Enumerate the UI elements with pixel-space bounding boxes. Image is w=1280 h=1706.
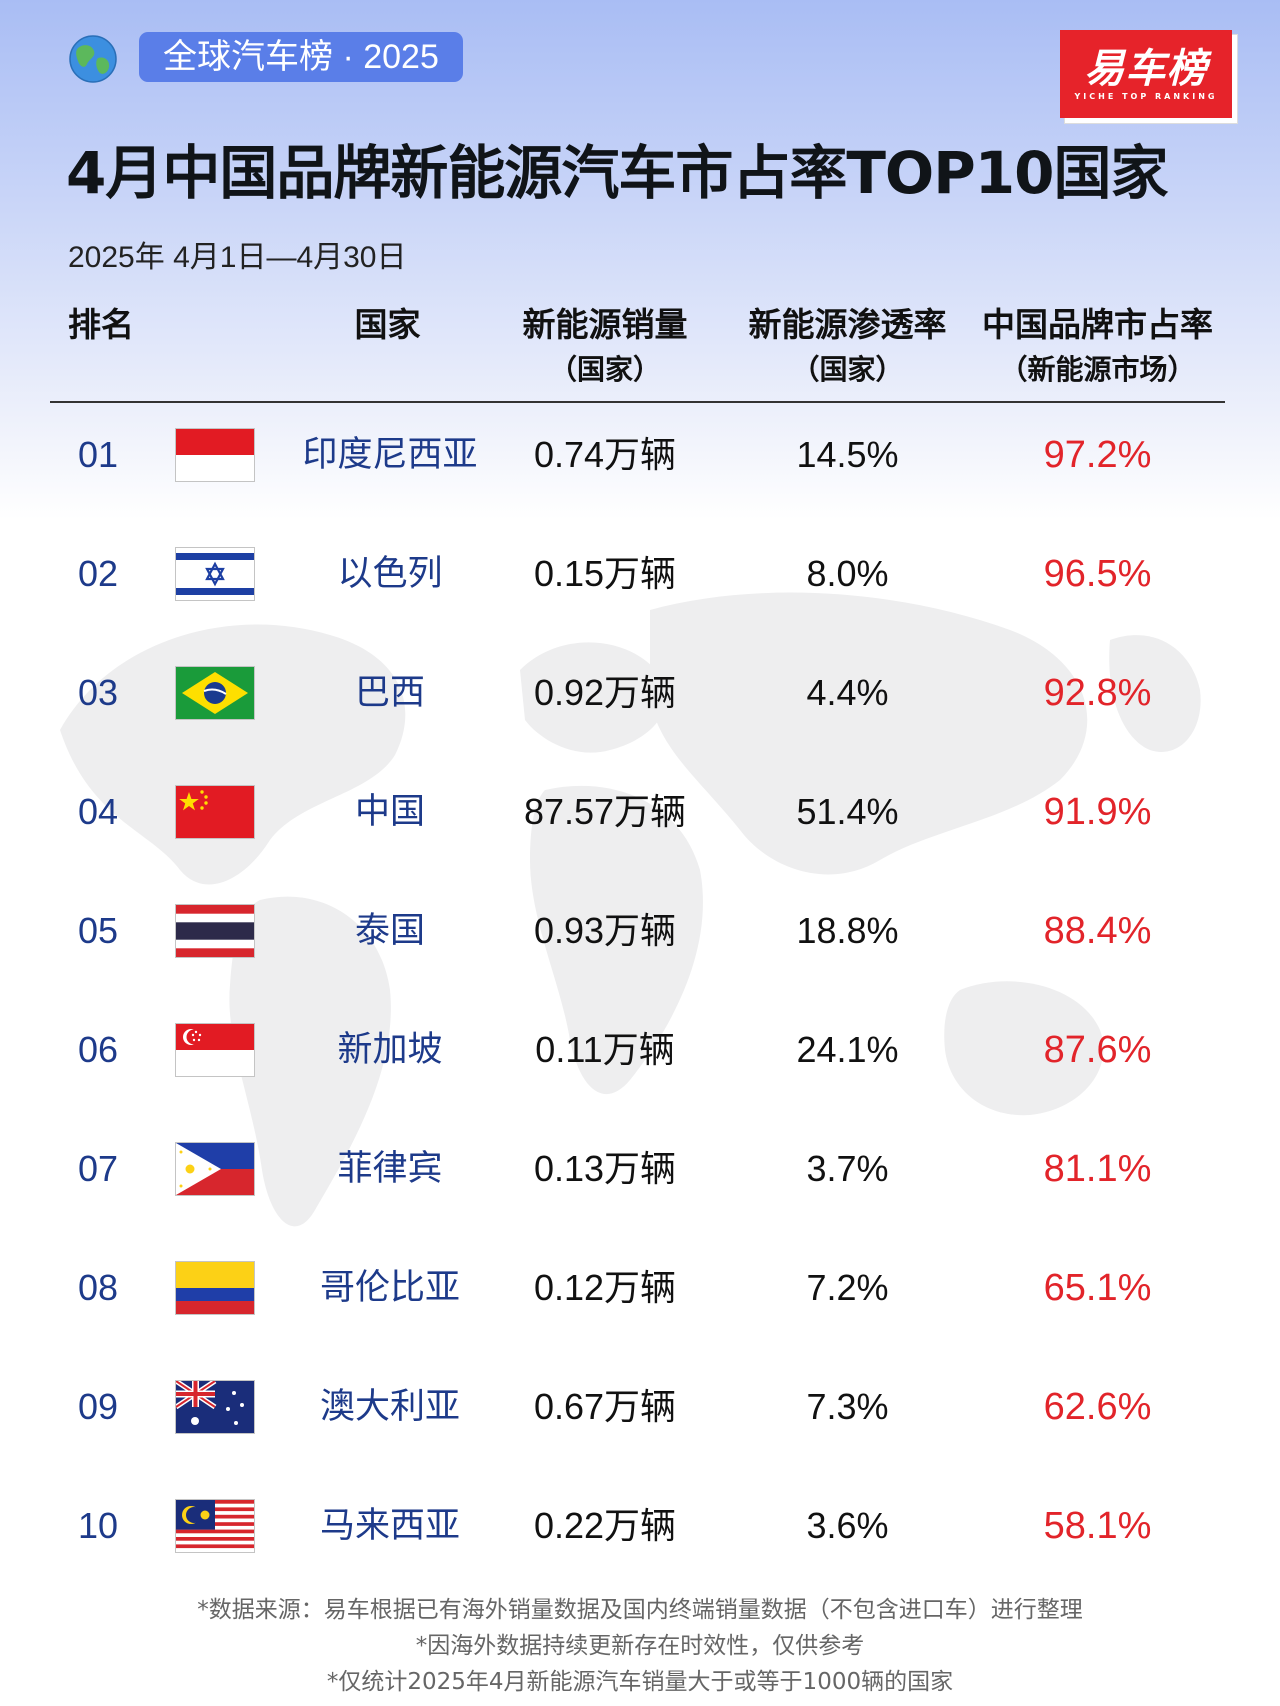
rank-cell: 03 <box>78 672 119 713</box>
sales-cell: 0.92万辆 <box>533 672 677 713</box>
share-cell: 88.4% <box>1043 910 1152 952</box>
footnote-source: *数据来源：易车根据已有海外销量数据及国内终端销量数据（不包含进口车）进行整理 <box>197 1597 1083 1623</box>
sales-cell: 0.13万辆 <box>533 1148 677 1189</box>
rank-cell: 02 <box>78 553 119 594</box>
rank-cell: 09 <box>78 1386 119 1427</box>
thailand-flag-icon <box>176 905 254 957</box>
share-cell: 96.5% <box>1043 553 1152 595</box>
penetration-cell: 7.2% <box>806 1267 889 1308</box>
malaysia-flag-icon <box>176 1500 254 1552</box>
col-header-country: 国家 <box>354 305 421 344</box>
footnote-timeliness: *因海外数据持续更新存在时效性，仅供参考 <box>415 1633 865 1659</box>
penetration-cell: 8.0% <box>806 553 889 594</box>
col-header-penetration: 新能源渗透率 <box>748 305 947 344</box>
table-row: 07 菲律宾 0.13万辆 3.7% 81.1% <box>0 1139 1280 1199</box>
table-row: 06 新加坡 0.11万辆 24.1% 87.6% <box>0 1020 1280 1080</box>
footnote-threshold: *仅统计2025年4月新能源汽车销量大于或等于1000辆的国家 <box>326 1669 954 1695</box>
date-range: 2025年 4月1日—4月30日 <box>68 241 407 274</box>
country-cell: 菲律宾 <box>337 1149 443 1189</box>
logo-subtext: YICHE TOP RANKING <box>1074 92 1218 101</box>
rank-cell: 06 <box>78 1029 119 1070</box>
country-cell: 巴西 <box>354 673 425 713</box>
penetration-cell: 4.4% <box>806 672 889 713</box>
singapore-flag-icon <box>176 1024 254 1076</box>
table-row: 08 哥伦比亚 0.12万辆 7.2% 65.1% <box>0 1258 1280 1318</box>
sales-cell: 0.74万辆 <box>533 434 677 475</box>
sales-cell: 0.15万辆 <box>533 553 677 594</box>
rank-cell: 08 <box>78 1267 119 1308</box>
sales-cell: 0.11万辆 <box>535 1029 675 1070</box>
rank-cell: 05 <box>78 910 119 951</box>
penetration-cell: 3.6% <box>806 1505 889 1546</box>
rank-cell: 01 <box>78 434 119 475</box>
category-tag: 全球汽车榜 · 2025 <box>139 32 463 82</box>
table-row: 01 印度尼西亚 0.74万辆 14.5% 97.2% <box>0 425 1280 485</box>
page-title: 4月中国品牌新能源汽车市占率TOP10国家 <box>66 139 1168 207</box>
country-cell: 以色列 <box>337 554 443 594</box>
table-row: 04 中国 87.57万辆 51.4% 91.9% <box>0 782 1280 842</box>
sales-cell: 0.67万辆 <box>533 1386 677 1427</box>
col-header-share: 中国品牌市占率 <box>982 305 1213 344</box>
table-row: 03 巴西 0.92万辆 4.4% 92.8% <box>0 663 1280 723</box>
country-cell: 马来西亚 <box>319 1506 460 1546</box>
country-cell: 印度尼西亚 <box>302 435 478 475</box>
colombia-flag-icon <box>176 1262 254 1314</box>
header-divider <box>50 401 1225 403</box>
col-header-penetration-sub: （国家） <box>791 353 904 386</box>
yiche-logo: 易车榜 YICHE TOP RANKING <box>1060 30 1232 118</box>
share-cell: 87.6% <box>1043 1029 1152 1071</box>
australia-flag-icon <box>176 1381 254 1433</box>
table-row: 05 泰国 0.93万辆 18.8% 88.4% <box>0 901 1280 961</box>
share-cell: 91.9% <box>1043 791 1152 833</box>
globe-icon <box>69 35 117 83</box>
col-header-sales-sub: （国家） <box>548 353 661 386</box>
country-cell: 中国 <box>354 792 425 832</box>
rank-cell: 07 <box>78 1148 119 1189</box>
brazil-flag-icon <box>176 667 254 719</box>
penetration-cell: 51.4% <box>796 791 899 832</box>
logo-text: 易车榜 <box>1084 46 1208 92</box>
share-cell: 92.8% <box>1043 672 1152 714</box>
indonesia-flag-icon <box>176 429 254 481</box>
sales-cell: 0.93万辆 <box>533 910 677 951</box>
country-cell: 泰国 <box>354 911 425 951</box>
country-cell: 哥伦比亚 <box>319 1268 460 1308</box>
share-cell: 65.1% <box>1043 1267 1152 1309</box>
sales-cell: 87.57万辆 <box>523 791 687 832</box>
share-cell: 81.1% <box>1043 1148 1152 1190</box>
sales-cell: 0.12万辆 <box>533 1267 677 1308</box>
israel-flag-icon <box>176 548 254 600</box>
penetration-cell: 14.5% <box>796 434 899 475</box>
penetration-cell: 24.1% <box>796 1029 899 1070</box>
col-header-sales: 新能源销量 <box>522 305 688 344</box>
table-row: 09 澳大利亚 0.67万辆 7.3% 62.6% <box>0 1377 1280 1437</box>
table-row: 02 以色列 0.15万辆 8.0% 96.5% <box>0 544 1280 604</box>
penetration-cell: 3.7% <box>806 1148 889 1189</box>
sales-cell: 0.22万辆 <box>533 1505 677 1546</box>
share-cell: 58.1% <box>1043 1505 1152 1547</box>
share-cell: 97.2% <box>1043 434 1152 476</box>
col-header-rank: 排名 <box>68 305 134 344</box>
col-header-share-sub: （新能源市场） <box>999 353 1196 386</box>
country-cell: 澳大利亚 <box>319 1387 460 1427</box>
share-cell: 62.6% <box>1043 1386 1152 1428</box>
penetration-cell: 18.8% <box>796 910 899 951</box>
country-cell: 新加坡 <box>337 1030 443 1070</box>
rank-cell: 04 <box>78 791 119 832</box>
philippines-flag-icon <box>176 1143 254 1195</box>
rank-cell: 10 <box>78 1505 119 1546</box>
china-flag-icon <box>176 786 254 838</box>
penetration-cell: 7.3% <box>806 1386 889 1427</box>
world-map-background <box>60 592 1201 1227</box>
table-row: 10 马来西亚 0.22万辆 3.6% 58.1% <box>0 1496 1280 1556</box>
